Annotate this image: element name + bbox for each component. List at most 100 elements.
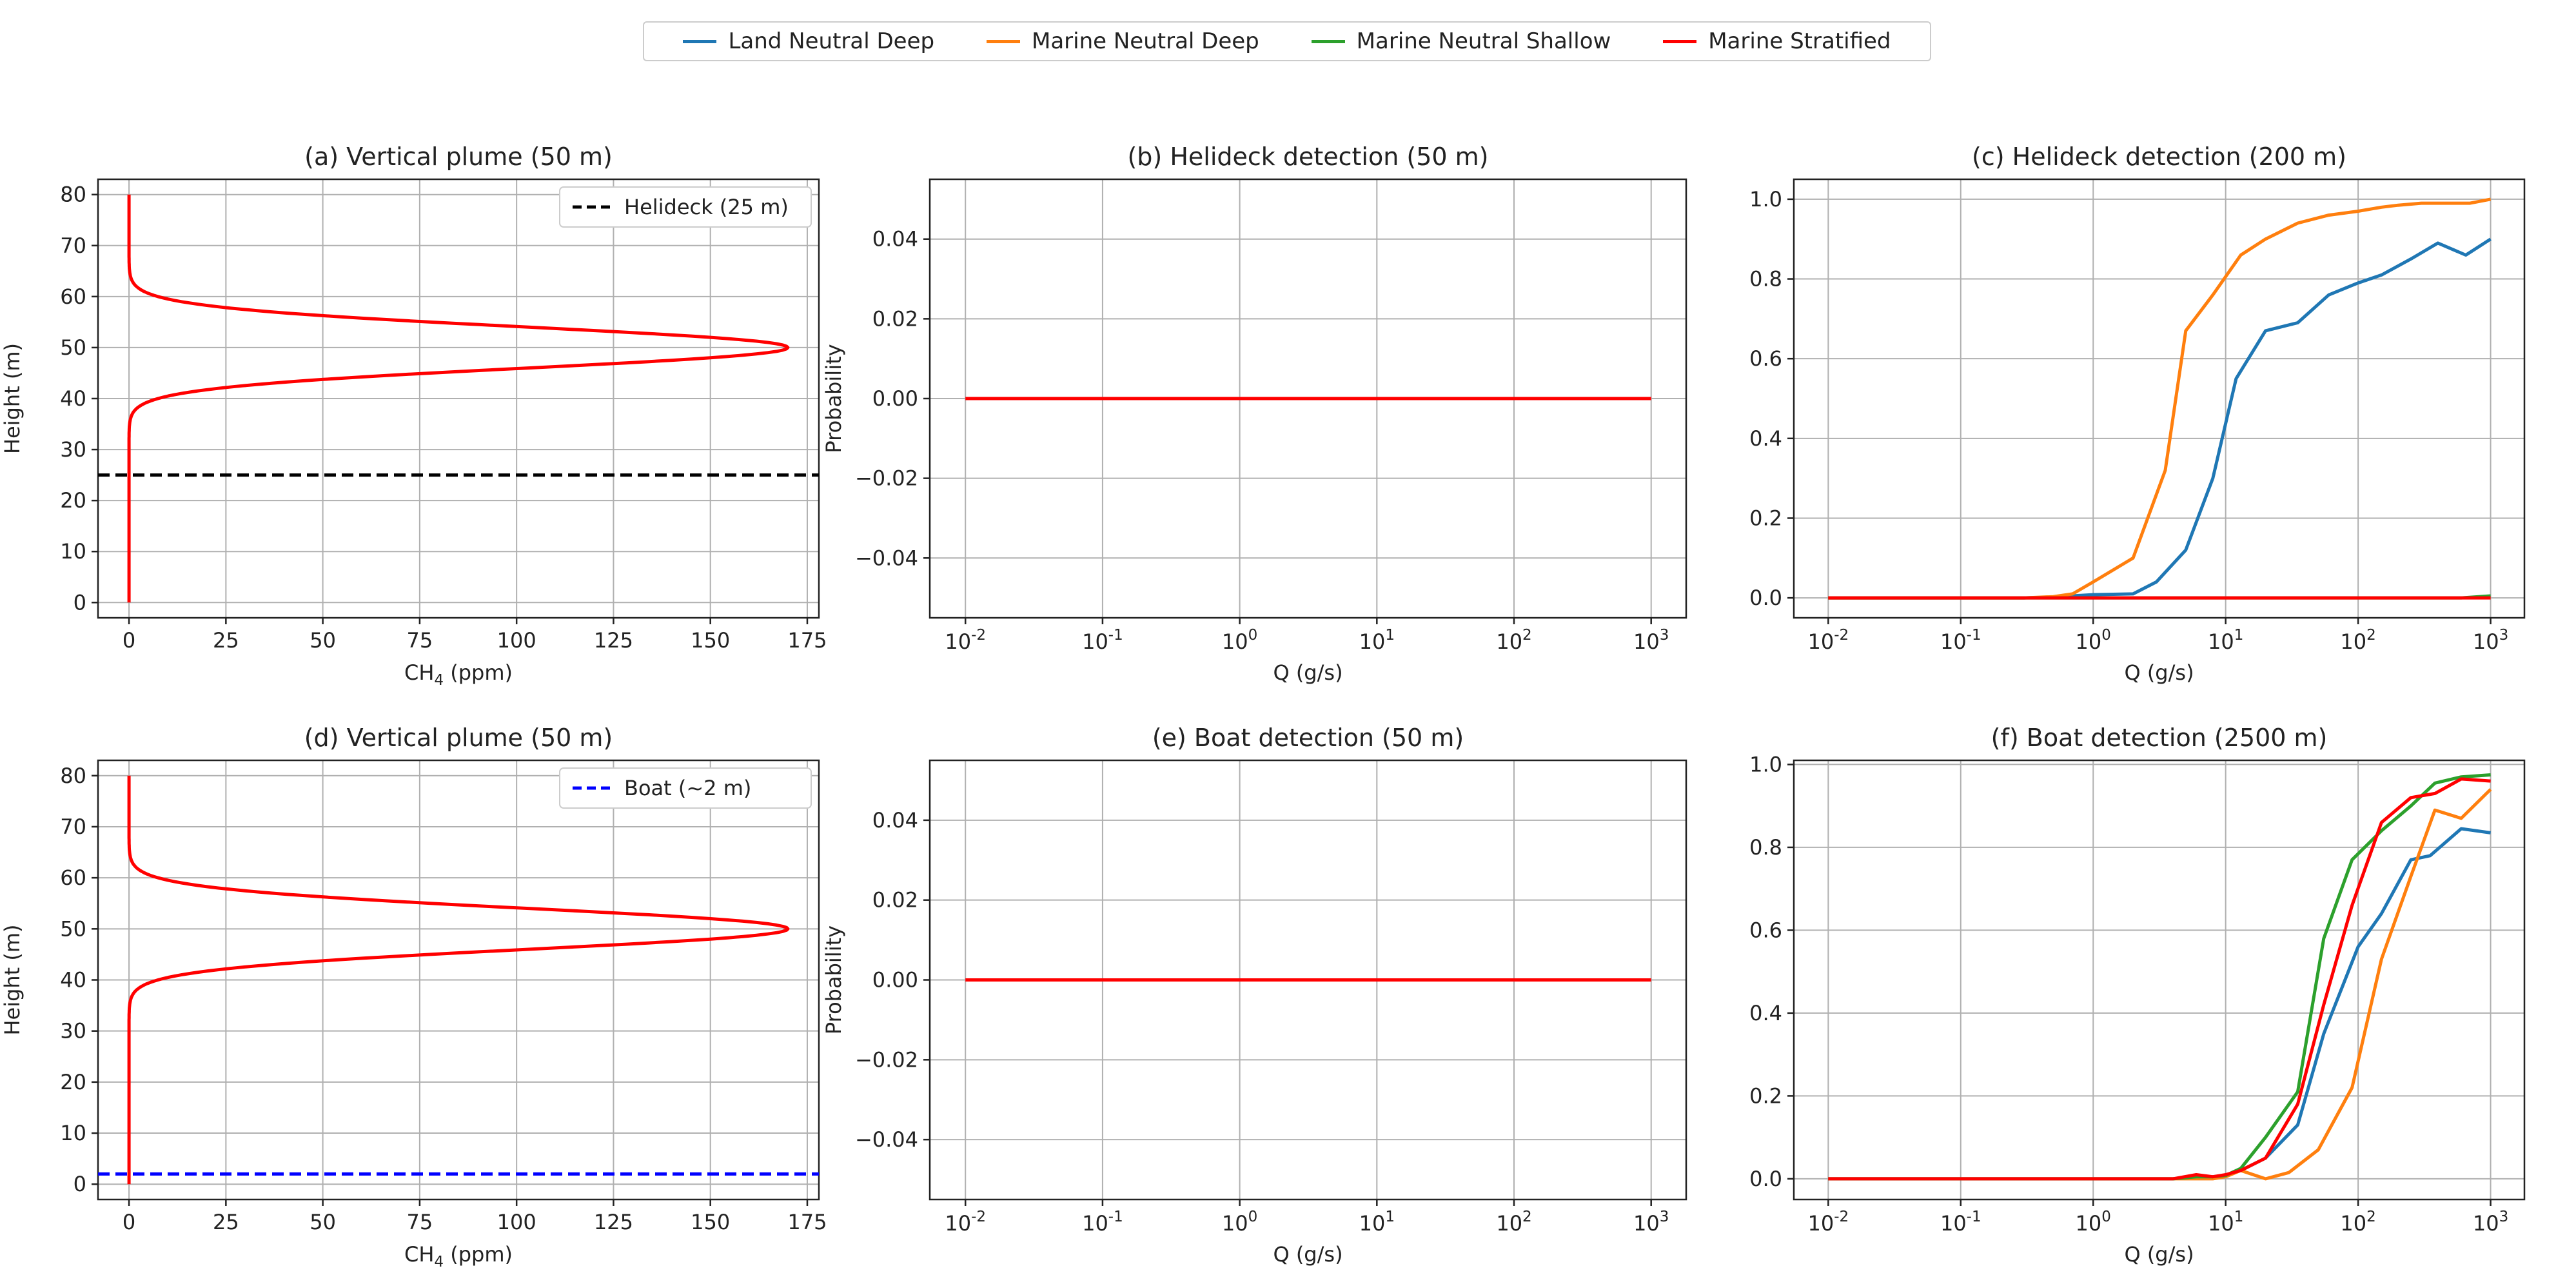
x-tick-label: 175 [787,1210,827,1234]
x-tick-label: 103 [2473,627,2508,654]
legend-item: Marine Neutral Shallow [1311,28,1611,54]
y-tick-label: 0.02 [872,888,918,913]
y-tick-label: 0.0 [1749,586,1782,610]
y-tick-label: 0.6 [1749,918,1782,942]
y-tick-label: −0.02 [855,466,918,491]
chart-title: (b) Helideck detection (50 m) [1127,143,1488,171]
series-line [1828,773,2491,1181]
x-tick-label: 100 [2076,627,2111,654]
chart-title: (f) Boat detection (2500 m) [1991,724,2328,752]
x-axis-label: CH4 (ppm) [404,660,513,689]
legend-item: Land Neutral Deep [683,28,934,54]
y-tick-label: 20 [60,1070,86,1094]
y-tick-label: 50 [60,335,86,360]
x-tick-label: 10-1 [1940,627,1981,654]
x-axis-label: Q (g/s) [2124,1242,2194,1267]
y-tick-label: 10 [60,1121,86,1145]
y-tick-label: 0.8 [1749,835,1782,860]
y-tick-label: 0.04 [872,227,918,252]
x-tick-label: 75 [407,628,433,653]
figure-legend: Land Neutral Deep Marine Neutral Deep Mari… [643,21,1931,61]
y-axis-label: Probability [821,344,846,453]
series-line [1828,197,2492,600]
y-tick-label: 0 [74,590,86,615]
x-tick-label: 50 [310,628,336,653]
legend-swatch [986,39,1020,43]
legend-item: Marine Neutral Deep [986,28,1259,54]
x-tick-label: 100 [2076,1209,2111,1236]
y-tick-label: 30 [60,437,86,462]
chart-panel-a: 0 25 50 75 100 125 150 175 0 10 20 30 40 50 60 70 80 (a) … [0,143,827,689]
plot-area [1828,197,2492,600]
x-tick-label: 50 [310,1210,336,1234]
inner-legend: Boat (~2 m) [559,767,812,809]
x-tick-label: 101 [2208,1209,2243,1236]
chart-panel-d: 0 25 50 75 100 125 150 175 0 10 20 30 40 50 60 70 80 (d) … [0,724,827,1270]
y-tick-label: −0.04 [855,1127,918,1152]
y-tick-label: 80 [60,764,86,788]
legend-label: Marine Stratified [1708,28,1891,54]
axes-frame [1793,759,2526,1201]
y-tick-label: 0.6 [1749,346,1782,371]
series-line [127,775,790,1185]
plot-area [1828,773,2492,1181]
x-tick-label: 10-2 [1808,627,1849,654]
x-tick-label: 101 [1359,627,1395,654]
y-tick-label: 0 [74,1172,86,1196]
x-tick-label: 25 [213,1210,239,1234]
x-axis-label: Q (g/s) [1273,1242,1342,1267]
legend-label: Marine Neutral Shallow [1356,28,1611,54]
y-tick-label: 0.4 [1749,1001,1782,1025]
x-tick-label: 150 [691,628,730,653]
y-tick-label: 40 [60,968,86,993]
y-tick-label: 0.00 [872,386,918,411]
y-tick-label: 0.4 [1749,426,1782,451]
x-tick-label: 125 [594,628,633,653]
y-tick-label: 20 [60,488,86,513]
inner-legend-label: Boat (~2 m) [624,776,751,800]
series-line [127,194,790,603]
chart-panel-e: 10-2 10-1 100 101 102 103 −0.04 −0.02 0.00 0.02 0.… [821,724,1687,1267]
x-tick-label: 10-1 [1082,627,1123,654]
inner-legend-label: Helideck (25 m) [624,195,789,219]
x-tick-label: 10-2 [945,627,986,654]
inner-legend: Helideck (25 m) [559,186,812,228]
axes-frame [1793,178,2526,619]
series-line [1828,827,2491,1181]
x-tick-label: 100 [497,628,536,653]
y-tick-label: 0.04 [872,808,918,833]
chart-title: (e) Boat detection (50 m) [1152,724,1464,752]
legend-item: Marine Stratified [1663,28,1891,54]
y-tick-label: 60 [60,865,86,890]
chart-panel-f: 10-2 10-1 100 101 102 103 0.0 0.2 0.4 0.6 0.8 1.0 (f… [1749,724,2526,1267]
plot-area [98,775,819,1185]
chart-title: (d) Vertical plume (50 m) [304,724,613,752]
x-tick-label: 102 [2340,1209,2375,1236]
legend-swatch [683,39,717,43]
x-tick-label: 10-2 [945,1209,986,1236]
inner-legend-box [559,186,812,228]
x-tick-label: 175 [787,628,827,653]
y-tick-label: 0.8 [1749,267,1782,291]
y-tick-label: −0.04 [855,546,918,570]
x-tick-label: 150 [691,1210,730,1234]
x-axis-label: CH4 (ppm) [404,1242,513,1270]
series-line [1828,777,2491,1181]
x-tick-label: 125 [594,1210,633,1234]
legend-label: Land Neutral Deep [728,28,935,54]
inner-legend-box [559,767,812,809]
y-tick-label: 10 [60,539,86,564]
y-tick-label: 0.2 [1749,506,1782,530]
x-tick-label: 102 [1496,627,1531,654]
x-tick-label: 100 [1222,627,1257,654]
y-tick-label: 70 [60,233,86,258]
legend-swatch [1663,39,1697,43]
x-tick-label: 10-2 [1808,1209,1849,1236]
y-tick-label: 1.0 [1749,752,1782,776]
y-tick-label: 0.0 [1749,1167,1782,1191]
y-axis-label: Probability [821,925,846,1034]
x-tick-label: 100 [497,1210,536,1234]
y-tick-label: −0.02 [855,1047,918,1072]
x-tick-label: 103 [1633,627,1669,654]
legend-swatch [1311,39,1345,43]
